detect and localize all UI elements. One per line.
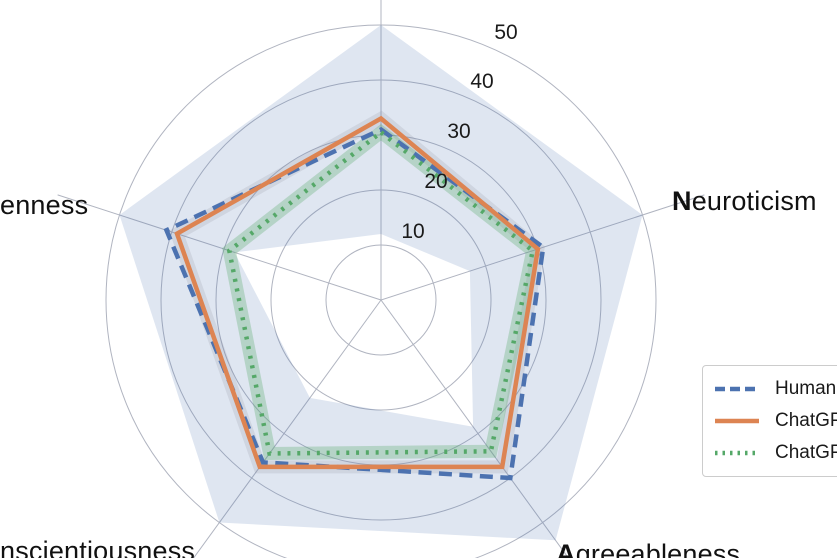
chatgpt-solid-series-line — [174, 115, 541, 470]
grid-spoke — [193, 299, 382, 558]
radial-tick-label: 50 — [494, 21, 518, 44]
axis-label-conscientiousness: nscientiousness — [0, 536, 196, 558]
legend-entry: ChatGP — [714, 405, 837, 437]
grid-spoke — [57, 194, 382, 301]
grid-spoke — [380, 194, 705, 301]
legend-entry: ChatGP — [714, 437, 837, 469]
radial-tick-label: 30 — [447, 120, 471, 143]
radial-tick-label: 40 — [470, 70, 494, 93]
legend-entry: Human — [714, 373, 837, 405]
legend-line-sample-solid — [715, 418, 759, 424]
legend: Human ChatGP ChatGP — [702, 365, 837, 477]
legend-line-sample-dashed — [715, 386, 759, 392]
radial-tick-label: 20 — [424, 170, 448, 193]
axis-label-neuroticism: Neuroticism — [672, 186, 817, 216]
axis-label-openness: enness — [0, 190, 89, 220]
legend-entry-label: Human — [775, 378, 837, 399]
chatgpt-dotted-band — [222, 124, 540, 461]
legend-entry-label: ChatGP — [775, 410, 837, 431]
human-series-line — [163, 126, 546, 481]
legend-entry-label: ChatGP — [775, 442, 837, 463]
radial-tick-label: 10 — [401, 220, 425, 243]
grid-spoke — [380, 299, 569, 558]
axis-label-agreeableness: Agreeableness — [556, 539, 741, 558]
legend-line-sample-dotted — [715, 450, 759, 456]
